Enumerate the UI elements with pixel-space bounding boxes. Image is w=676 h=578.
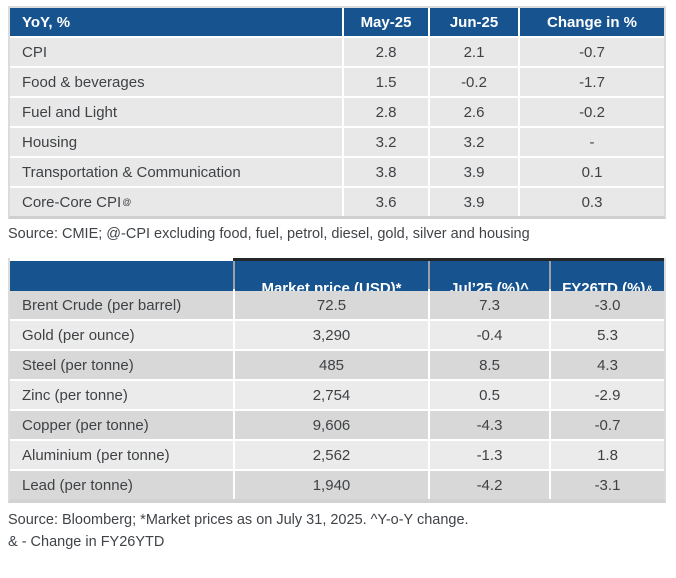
row-label-text: Core-Core CPI [22,193,122,211]
value-jun25: -0.2 [430,68,518,96]
value-change: 0.1 [520,158,664,186]
value-fy26td: -3.0 [551,291,664,319]
value-jul25: -4.3 [430,411,549,439]
commodity-table-top-bar [233,258,664,261]
value-change: -0.2 [520,98,664,126]
value-jul25: 7.3 [430,291,549,319]
table-row-zinc: Zinc (per tonne) 2,754 0.5 -2.9 [10,381,664,409]
value-change: 0.3 [520,188,664,216]
table-row-steel: Steel (per tonne) 485 8.5 4.3 [10,351,664,379]
value-may25: 1.5 [344,68,428,96]
cpi-table-source-note: Source: CMIE; @-CPI excluding food, fuel… [8,226,530,242]
value-price: 485 [235,351,428,379]
row-label: Aluminium (per tonne) [10,441,233,469]
table-row-aluminium: Aluminium (per tonne) 2,562 -1.3 1.8 [10,441,664,469]
value-fy26td: 5.3 [551,321,664,349]
cpi-table-header-may25: May-25 [344,8,428,36]
value-price: 9,606 [235,411,428,439]
row-label: Brent Crude (per barrel) [10,291,233,319]
row-label: Food & beverages [10,68,342,96]
value-fy26td: -2.9 [551,381,664,409]
value-change: -0.7 [520,38,664,66]
cpi-table-header-jun25: Jun-25 [430,8,518,36]
row-label: Fuel and Light [10,98,342,126]
value-may25: 3.8 [344,158,428,186]
value-jul25: -0.4 [430,321,549,349]
value-jun25: 3.9 [430,188,518,216]
value-fy26td: 4.3 [551,351,664,379]
table-row-core-core-cpi: Core-Core CPI @ 3.6 3.9 0.3 [10,188,664,216]
commodity-table-header-row: Market price (USD)* Jul’25 (%)^ FY26TD (… [10,261,664,316]
row-label: Transportation & Communication [10,158,342,186]
row-label: Housing [10,128,342,156]
value-jul25: 0.5 [430,381,549,409]
value-jun25: 2.6 [430,98,518,126]
table-row-food-beverages: Food & beverages 1.5 -0.2 -1.7 [10,68,664,96]
row-label: Core-Core CPI @ [10,188,342,216]
cpi-table-header-row: YoY, % May-25 Jun-25 Change in % [10,8,664,36]
table-row-housing: Housing 3.2 3.2 - [10,128,664,156]
table-row-gold: Gold (per ounce) 3,290 -0.4 5.3 [10,321,664,349]
value-fy26td: 1.8 [551,441,664,469]
value-change: - [520,128,664,156]
row-label: Gold (per ounce) [10,321,233,349]
value-may25: 2.8 [344,38,428,66]
commodity-table: Market price (USD)* Jul’25 (%)^ FY26TD (… [8,258,666,503]
row-label: Copper (per tonne) [10,411,233,439]
table-row-lead: Lead (per tonne) 1,940 -4.2 -3.1 [10,471,664,499]
value-jun25: 2.1 [430,38,518,66]
value-jun25: 3.9 [430,158,518,186]
commodity-source-note-line2: & - Change in FY26YTD [8,534,165,550]
table-row-copper: Copper (per tonne) 9,606 -4.3 -0.7 [10,411,664,439]
table-row-brent-crude: Brent Crude (per barrel) 72.5 7.3 -3.0 [10,291,664,319]
row-label: Steel (per tonne) [10,351,233,379]
table-row-fuel-light: Fuel and Light 2.8 2.6 -0.2 [10,98,664,126]
value-may25: 2.8 [344,98,428,126]
value-price: 1,940 [235,471,428,499]
value-price: 72.5 [235,291,428,319]
value-fy26td: -0.7 [551,411,664,439]
commodity-section: Market price (USD)* Jul’25 (%)^ FY26TD (… [8,258,668,553]
value-jul25: -1.3 [430,441,549,469]
value-fy26td: -3.1 [551,471,664,499]
row-label: CPI [10,38,342,66]
value-change: -1.7 [520,68,664,96]
cpi-table-header-change: Change in % [520,8,664,36]
table-row-transport-communication: Transportation & Communication 3.8 3.9 0… [10,158,664,186]
value-jun25: 3.2 [430,128,518,156]
cpi-yoy-section: YoY, % May-25 Jun-25 Change in % CPI 2.8… [8,6,668,245]
row-label: Lead (per tonne) [10,471,233,499]
cpi-table-title-header: YoY, % [10,8,342,36]
value-may25: 3.2 [344,128,428,156]
table-row-cpi: CPI 2.8 2.1 -0.7 [10,38,664,66]
report-page: YoY, % May-25 Jun-25 Change in % CPI 2.8… [8,6,668,553]
value-jul25: -4.2 [430,471,549,499]
row-label: Zinc (per tonne) [10,381,233,409]
cpi-yoy-table: YoY, % May-25 Jun-25 Change in % CPI 2.8… [8,6,666,219]
value-jul25: 8.5 [430,351,549,379]
commodity-source-note-line1: Source: Bloomberg; *Market prices as on … [8,512,469,528]
value-may25: 3.6 [344,188,428,216]
value-price: 2,562 [235,441,428,469]
value-price: 3,290 [235,321,428,349]
value-price: 2,754 [235,381,428,409]
